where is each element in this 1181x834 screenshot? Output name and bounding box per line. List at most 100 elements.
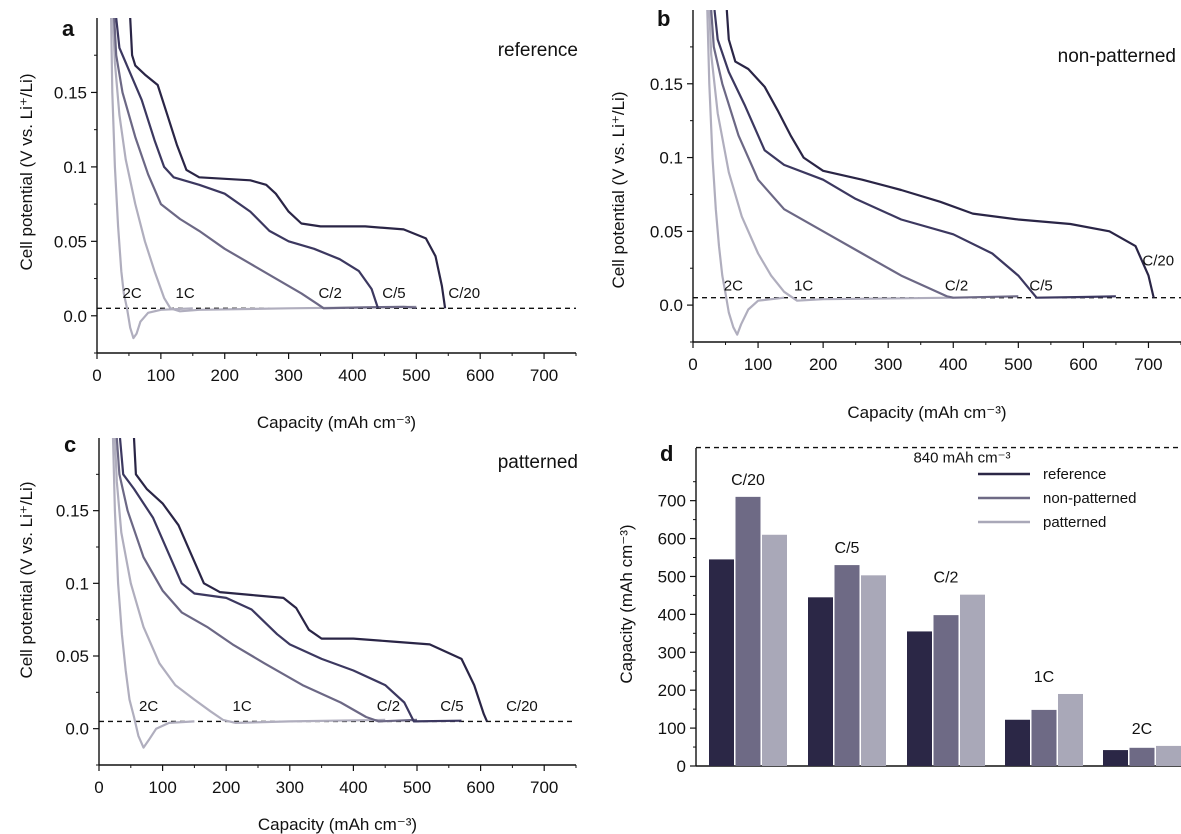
- legend-label-patterned: patterned: [1043, 514, 1106, 531]
- curve-1c: [708, 10, 954, 302]
- curve-label: C/20: [1142, 252, 1174, 269]
- curve-c-2: [115, 438, 418, 723]
- curves: [706, 10, 1155, 336]
- curve-2c: [706, 10, 785, 336]
- curve-c-20: [129, 18, 447, 309]
- curve-c-2: [710, 10, 1019, 299]
- bar-patterned-1c: [1058, 693, 1083, 766]
- bar-non-patterned-2c: [1129, 747, 1155, 766]
- max-capacity-label: 840 mAh cm⁻³: [913, 450, 1010, 467]
- curve-label: 2C: [724, 277, 743, 294]
- y-tick-label: 600: [658, 530, 686, 549]
- y-tick-label: 0.05: [56, 647, 89, 666]
- panel-letter: b: [657, 6, 670, 31]
- panel-letter: c: [64, 432, 76, 457]
- x-tick-label: 600: [1069, 355, 1097, 374]
- curve-label: C/20: [506, 698, 538, 715]
- y-tick-label: 0.0: [659, 296, 683, 315]
- bar-reference-c-2: [907, 631, 932, 766]
- curve-c-5: [115, 18, 380, 309]
- curve-c-20: [725, 10, 1155, 298]
- curve-1c: [111, 18, 417, 313]
- x-axis-title: Capacity (mAh cm⁻³): [258, 815, 417, 834]
- y-tick-label: 700: [658, 492, 686, 511]
- curve-label: C/5: [440, 698, 463, 715]
- panel-d: 0 100 200 300 400 500 600 700 840 mAh cm⁻³ C/20 C/…: [617, 441, 1181, 776]
- curve-label: C/5: [382, 285, 405, 302]
- y-tick-label: 100: [658, 719, 686, 738]
- x-tick-label: 500: [403, 778, 431, 797]
- x-tick-label: 0: [94, 778, 103, 797]
- x-tick-label: 100: [147, 366, 175, 385]
- bar-patterned-c-2: [960, 594, 985, 766]
- category-label: C/5: [835, 540, 860, 557]
- curve-label: C/2: [318, 285, 341, 302]
- bar-non-patterned-1c: [1031, 709, 1057, 766]
- corner-label: patterned: [498, 452, 578, 473]
- x-axis-title: Capacity (mAh cm⁻³): [257, 413, 416, 432]
- y-tick-label: 400: [658, 605, 686, 624]
- x-tick-label: 200: [212, 778, 240, 797]
- x-tick-label: 400: [338, 366, 366, 385]
- panel-letter: d: [660, 441, 673, 466]
- bar-patterned-2c: [1156, 745, 1181, 766]
- y-tick-label: 0.1: [65, 574, 89, 593]
- curve-c-5: [118, 438, 462, 723]
- x-tick-label: 700: [530, 366, 558, 385]
- curve-1c: [113, 438, 386, 724]
- curve-2c: [111, 438, 195, 749]
- curve-c-5: [713, 10, 1116, 299]
- bar-non-patterned-c-5: [834, 565, 860, 766]
- curve-c-2: [113, 18, 417, 310]
- curve-label: 1C: [233, 698, 252, 715]
- y-axis-title: Cell potential (V vs. Li⁺/Li): [17, 74, 36, 271]
- x-tick-label: 300: [274, 366, 302, 385]
- x-tick-label: 500: [1004, 355, 1032, 374]
- y-tick-label: 0.0: [63, 307, 87, 326]
- y-tick-label: 0.15: [650, 75, 683, 94]
- curve-label: 2C: [139, 698, 158, 715]
- curve-label: 1C: [794, 277, 813, 294]
- x-tick-label: 0: [92, 366, 101, 385]
- y-axis-title: Capacity (mAh cm⁻³): [617, 524, 636, 683]
- curve-label: C/20: [448, 285, 480, 302]
- y-tick-label: 0.1: [659, 149, 683, 168]
- curve-label: C/5: [1029, 277, 1052, 294]
- x-tick-label: 100: [744, 355, 772, 374]
- category-label: C/2: [934, 570, 959, 587]
- bar-non-patterned-c-2: [933, 615, 959, 766]
- bar-reference-2c: [1103, 750, 1128, 766]
- x-tick-label: 0: [688, 355, 697, 374]
- category-label: 2C: [1132, 721, 1152, 738]
- bar-reference-1c: [1005, 719, 1030, 766]
- y-tick-label: 0: [677, 757, 686, 776]
- y-tick-label: 0.0: [65, 720, 89, 739]
- x-tick-label: 300: [874, 355, 902, 374]
- y-axis-title: Cell potential (V vs. Li⁺/Li): [17, 482, 36, 679]
- bar-patterned-c-5: [861, 575, 886, 766]
- y-tick-label: 300: [658, 643, 686, 662]
- x-tick-label: 500: [402, 366, 430, 385]
- panel-a: 0 100 200 300 400 500 600 700 0.0 0.05 0.1 0.15 2C 1C…: [17, 16, 578, 432]
- legend-label-reference: reference: [1043, 466, 1106, 483]
- panel-b: 0 100 200 300 400 500 600 700 0.0 0.05 0.1 0.15 2C 1C…: [609, 6, 1181, 422]
- curve-label: C/2: [377, 698, 400, 715]
- curve-2c: [110, 18, 193, 340]
- y-tick-label: 0.1: [63, 158, 87, 177]
- corner-label: non-patterned: [1058, 46, 1176, 67]
- curves: [110, 18, 447, 340]
- x-tick-label: 600: [466, 366, 494, 385]
- x-tick-label: 200: [211, 366, 239, 385]
- x-tick-label: 400: [339, 778, 367, 797]
- x-tick-label: 300: [276, 778, 304, 797]
- x-axis-title: Capacity (mAh cm⁻³): [847, 403, 1006, 422]
- panel-letter: a: [62, 16, 75, 41]
- y-tick-label: 0.05: [54, 232, 87, 251]
- x-tick-label: 700: [1134, 355, 1162, 374]
- x-tick-label: 700: [530, 778, 558, 797]
- category-label: C/20: [731, 472, 765, 489]
- category-label: 1C: [1034, 669, 1054, 686]
- legend-label-non-patterned: non-patterned: [1043, 490, 1136, 507]
- y-tick-label: 200: [658, 681, 686, 700]
- y-tick-label: 0.05: [650, 222, 683, 241]
